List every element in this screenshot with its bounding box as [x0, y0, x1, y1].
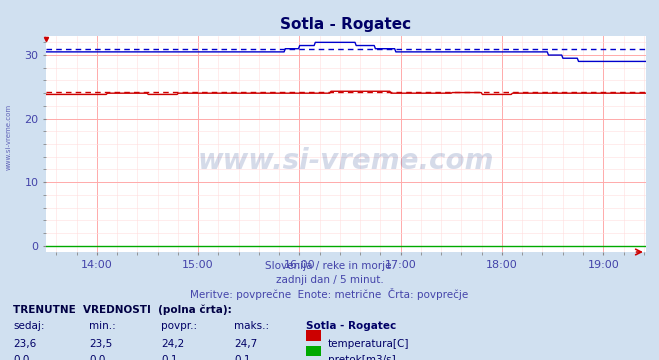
Text: Slovenija / reke in morje.: Slovenija / reke in morje.	[264, 261, 395, 271]
Text: Meritve: povprečne  Enote: metrične  Črta: povprečje: Meritve: povprečne Enote: metrične Črta:…	[190, 288, 469, 300]
Text: 0,1: 0,1	[161, 355, 178, 360]
Text: 0,1: 0,1	[234, 355, 250, 360]
Text: Sotla - Rogatec: Sotla - Rogatec	[306, 321, 397, 332]
Text: min.:: min.:	[89, 321, 116, 332]
Text: www.si-vreme.com: www.si-vreme.com	[5, 104, 11, 170]
Text: 23,5: 23,5	[89, 339, 112, 349]
Text: povpr.:: povpr.:	[161, 321, 198, 332]
Text: TRENUTNE  VREDNOSTI  (polna črta):: TRENUTNE VREDNOSTI (polna črta):	[13, 304, 232, 315]
Text: 23,6: 23,6	[13, 339, 36, 349]
Text: pretok[m3/s]: pretok[m3/s]	[328, 355, 395, 360]
Text: 0,0: 0,0	[89, 355, 105, 360]
Text: www.si-vreme.com: www.si-vreme.com	[198, 147, 494, 175]
Text: zadnji dan / 5 minut.: zadnji dan / 5 minut.	[275, 275, 384, 285]
Title: Sotla - Rogatec: Sotla - Rogatec	[281, 17, 411, 32]
Text: maks.:: maks.:	[234, 321, 269, 332]
Text: sedaj:: sedaj:	[13, 321, 45, 332]
Text: 24,7: 24,7	[234, 339, 257, 349]
Text: temperatura[C]: temperatura[C]	[328, 339, 409, 349]
Text: 0,0: 0,0	[13, 355, 30, 360]
Text: 24,2: 24,2	[161, 339, 185, 349]
